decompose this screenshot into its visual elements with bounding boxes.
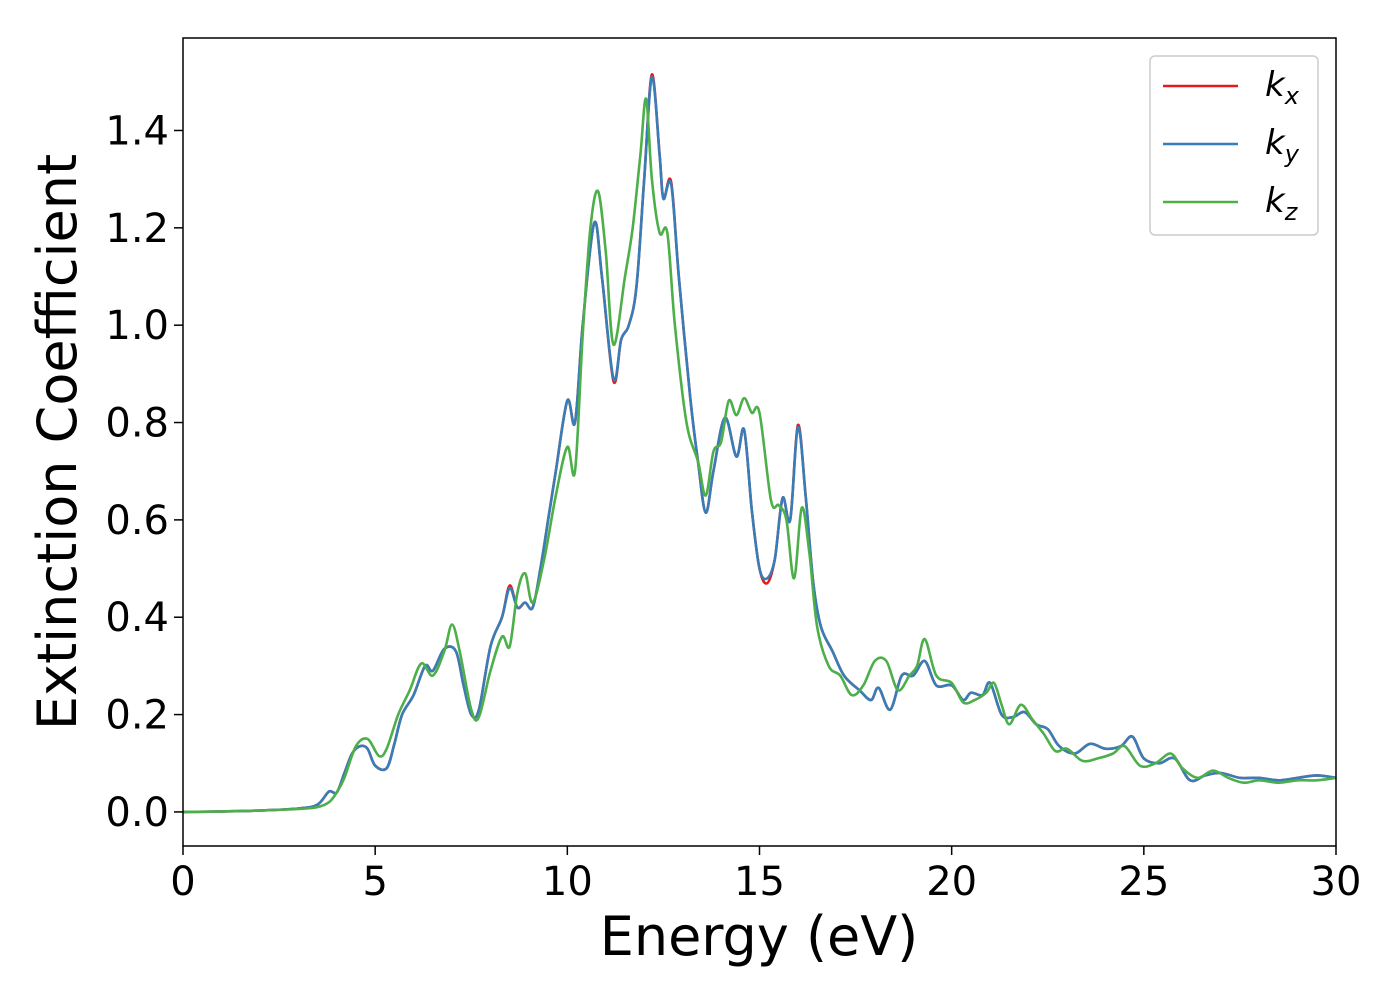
y-tick-label: 0.4 [105,595,169,641]
x-tick-label: 5 [362,859,387,905]
x-tick-label: 15 [734,859,785,905]
y-ticks: 0.0 0.2 0.4 0.6 0.8 1.0 1.2 1.4 [105,108,183,836]
y-tick-label: 1.2 [105,206,169,252]
legend-box [1149,55,1319,236]
y-axis-label: Extinction Coefficient [26,154,89,730]
legend-label-kx: kx [1265,65,1300,110]
series-line-ky [183,75,1336,814]
x-tick-label: 20 [926,859,977,905]
y-tick-label: 1.4 [105,108,169,154]
x-tick-label: 25 [1118,859,1169,905]
legend-label-kz: kz [1265,181,1299,226]
y-tick-label: 0.2 [105,693,169,739]
x-tick-label: 30 [1311,859,1362,905]
legend-label-ky: ky [1265,123,1300,168]
y-tick-label: 1.0 [105,303,169,349]
series-group [183,73,1336,814]
x-axis-label: Energy (eV) [600,905,919,968]
x-ticks: 0 5 10 15 20 25 30 [170,846,1361,905]
x-tick-label: 0 [170,859,195,905]
y-tick-label: 0.8 [105,401,169,447]
x-tick-label: 10 [542,859,593,905]
y-tick-label: 0.6 [105,498,169,544]
y-tick-label: 0.0 [105,790,169,836]
series-line-kz [183,97,1336,814]
legend: kx ky kz [1149,55,1319,236]
